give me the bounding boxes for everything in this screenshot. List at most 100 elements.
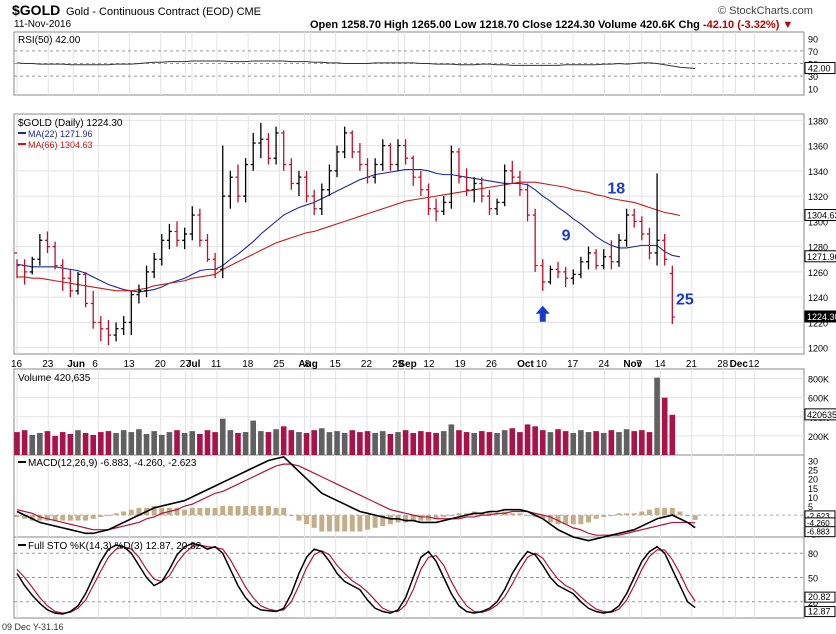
sto-value-box	[804, 591, 836, 603]
macd-histogram-bar	[334, 515, 340, 532]
x-tick-label: 13	[123, 359, 135, 370]
volume-bar	[600, 433, 607, 455]
macd-histogram-bar	[265, 506, 271, 516]
macd-histogram-bar	[326, 515, 332, 532]
macd-label: MACD(12,26,9) -6.883, -4.260, -2.623	[28, 458, 197, 469]
rsi-value-box	[804, 62, 836, 75]
sto-tick-label: 50	[808, 574, 818, 584]
macd-histogram-bar	[113, 513, 119, 516]
macd-histogram-bar	[624, 513, 630, 516]
sto-tick-label: 20	[808, 598, 818, 608]
rsi-tick-label: 30	[808, 72, 818, 82]
macd-histogram-bar	[380, 515, 386, 527]
macd-histogram-bar	[319, 515, 325, 532]
macd-histogram-bar	[372, 515, 378, 528]
volume-bar	[82, 433, 89, 455]
macd-histogram-bar	[517, 513, 523, 516]
macd-histogram-bar	[365, 515, 371, 530]
volume-bar	[494, 433, 500, 455]
volume-bar	[204, 430, 211, 455]
macd-histogram-bar	[509, 513, 515, 516]
price-value-box	[804, 250, 836, 263]
macd-histogram-bar	[311, 515, 317, 528]
volume-bar	[471, 433, 477, 455]
volume-bar	[410, 433, 417, 455]
macd-histogram-bar	[258, 506, 264, 516]
macd-histogram-bar	[281, 507, 287, 516]
volume-bar	[349, 430, 356, 455]
macd-histogram-bar	[197, 507, 203, 516]
macd-histogram-bar	[189, 507, 195, 516]
macd-histogram-bar	[410, 515, 416, 521]
volume-bar	[418, 431, 424, 455]
volume-bar	[174, 430, 180, 455]
volume-bar	[273, 429, 279, 455]
volume-bar	[379, 431, 386, 455]
x-tick-label: Jul	[186, 359, 201, 370]
volume-tick-label: 200K	[808, 432, 829, 442]
price-tick-label: 1340	[808, 167, 828, 177]
macd-histogram-bar	[464, 513, 470, 516]
volume-bar	[555, 429, 561, 455]
price-tick-label: 1360	[808, 142, 828, 152]
macd-value-label: -6.883	[807, 528, 830, 537]
volume-bar	[303, 433, 310, 455]
macd-tick-label: 10	[808, 493, 818, 503]
brand-watermark: © StockCharts.com	[718, 5, 813, 17]
macd-histogram-bar	[22, 515, 28, 519]
ohlc-summary: Open 1258.70 High 1265.00 Low 1218.70 Cl…	[310, 19, 793, 31]
volume-bar	[14, 432, 20, 455]
macd-histogram-bar	[486, 511, 492, 516]
volume-bar	[113, 433, 119, 455]
volume-bar	[197, 433, 203, 455]
volume-tick-label: 800K	[808, 375, 829, 385]
sto-value-label: 12.87	[808, 607, 831, 617]
volume-bar	[29, 434, 36, 455]
x-tick-label: Aug	[298, 359, 317, 370]
macd-histogram-bar	[105, 515, 111, 517]
x-tick-label: 11	[211, 359, 222, 370]
volume-bar	[631, 431, 638, 455]
volume-bar	[250, 420, 257, 455]
macd-tick-label: 20	[808, 475, 818, 485]
volume-bar	[105, 431, 112, 455]
macd-histogram-bar	[342, 515, 348, 532]
macd-histogram-bar	[75, 515, 81, 521]
macd-histogram-bar	[44, 515, 50, 521]
volume-bar	[463, 432, 470, 455]
x-tick-label: 7	[636, 359, 642, 370]
price-tick-label: 1220	[808, 318, 828, 328]
macd-histogram-bar	[608, 515, 614, 517]
volume-bar	[517, 432, 523, 455]
macd-histogram-bar	[304, 515, 310, 525]
macd-histogram-bar	[29, 515, 35, 521]
volume-bar	[593, 431, 599, 455]
macd-signal-line	[16, 463, 696, 536]
x-tick-label: 21	[686, 359, 698, 370]
footnote: 09 Dec Y-31.16	[2, 622, 64, 632]
price-tick-label: 1240	[808, 293, 828, 303]
rsi-label: RSI(50) 42.00	[18, 35, 81, 46]
volume-bar	[341, 433, 348, 455]
volume-value-label: 420635	[807, 410, 836, 420]
volume-bar	[52, 435, 58, 455]
volume-bar	[639, 430, 645, 455]
x-tick-label: 6	[92, 359, 98, 370]
volume-bar	[219, 418, 226, 455]
macd-tick-label: 30	[808, 456, 818, 466]
sto-label: Full STO %K(14,3) %D(3) 12.87, 20.82	[28, 541, 202, 552]
x-tick-label: Sep	[398, 359, 416, 370]
macd-histogram-bar	[60, 515, 66, 521]
macd-histogram-bar	[220, 506, 226, 516]
volume-bar	[37, 433, 43, 455]
macd-histogram-bar	[235, 506, 241, 516]
volume-bar	[646, 432, 653, 455]
macd-histogram-bar	[494, 513, 500, 516]
volume-bar	[448, 424, 455, 455]
macd-histogram-bar	[98, 515, 104, 517]
volume-bar	[623, 429, 630, 455]
macd-histogram-bar	[121, 511, 127, 516]
price-tick-label: 1200	[808, 344, 828, 354]
x-tick-label: 22	[361, 359, 373, 370]
volume-bar	[280, 426, 287, 455]
